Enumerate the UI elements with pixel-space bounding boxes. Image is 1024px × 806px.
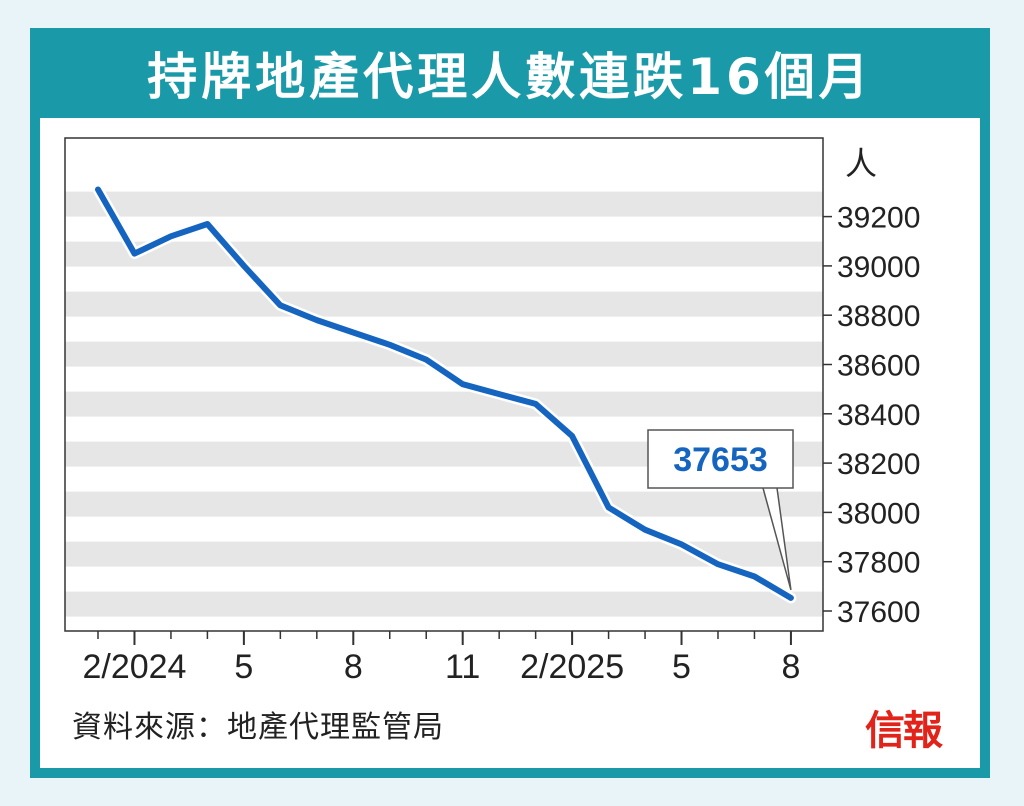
data-point <box>751 573 757 579</box>
y-tick-label: 37600 <box>837 596 920 629</box>
grid-stripe <box>65 591 823 617</box>
x-tick-label: 5 <box>672 648 691 686</box>
data-point <box>679 541 685 547</box>
y-tick-label: 38000 <box>837 497 920 530</box>
data-point <box>350 329 356 335</box>
plot-border <box>64 137 824 632</box>
y-tick-label: 39200 <box>837 202 920 235</box>
y-axis-unit: 人 <box>845 145 877 183</box>
data-point <box>241 263 247 269</box>
line-chart: 37600 37800 38000 38200 38400 38600 38800 39000… <box>64 137 920 686</box>
grid-stripe <box>65 291 823 317</box>
data-point <box>168 233 174 239</box>
chart-title: 持牌地產代理人數連跌16個月 <box>147 48 873 106</box>
callout-pointer <box>762 487 792 591</box>
data-point <box>277 302 283 308</box>
callout-label: 37653 <box>673 441 768 479</box>
y-tick-label: 37800 <box>837 547 920 580</box>
data-point <box>95 186 101 192</box>
grid-stripe <box>65 391 823 417</box>
data-point <box>569 433 575 439</box>
x-tick-label: 8 <box>344 648 363 686</box>
x-tick-label: 2/2024 <box>82 648 186 686</box>
grid-stripe <box>65 341 823 367</box>
data-point <box>496 391 502 397</box>
y-tick-label: 38400 <box>837 399 920 432</box>
grid-stripe <box>65 491 823 517</box>
y-tick-label: 38800 <box>837 300 920 333</box>
source-note: 資料來源：地產代理監管局 <box>72 710 444 745</box>
y-tick-label: 38200 <box>837 448 920 481</box>
y-tick-label: 39000 <box>837 251 920 284</box>
data-point <box>642 527 648 533</box>
x-tick-label: 2/2025 <box>520 648 624 686</box>
data-point <box>423 357 429 363</box>
chart-frame: 持牌地產代理人數連跌16個月 37600 37800 38000 38200 38400… <box>30 28 990 778</box>
callout-box <box>647 429 794 489</box>
data-point <box>387 342 393 348</box>
x-tick-label: 8 <box>781 648 800 686</box>
data-point <box>460 381 466 387</box>
data-point <box>533 401 539 407</box>
grid-stripe <box>65 191 823 217</box>
x-tick-label: 5 <box>234 648 253 686</box>
data-point <box>131 251 137 257</box>
grid-stripe <box>65 241 823 267</box>
publisher-logo: 信報 <box>865 707 943 754</box>
series-line <box>95 186 794 601</box>
data-point <box>314 317 320 323</box>
data-point <box>715 561 721 567</box>
data-point <box>788 595 794 601</box>
x-tick-label: 11 <box>445 648 480 686</box>
data-point <box>204 221 210 227</box>
data-point <box>606 504 612 510</box>
chart-panel: 37600 37800 38000 38200 38400 38600 38800 39000… <box>40 118 980 768</box>
y-tick-label: 38600 <box>837 350 920 383</box>
